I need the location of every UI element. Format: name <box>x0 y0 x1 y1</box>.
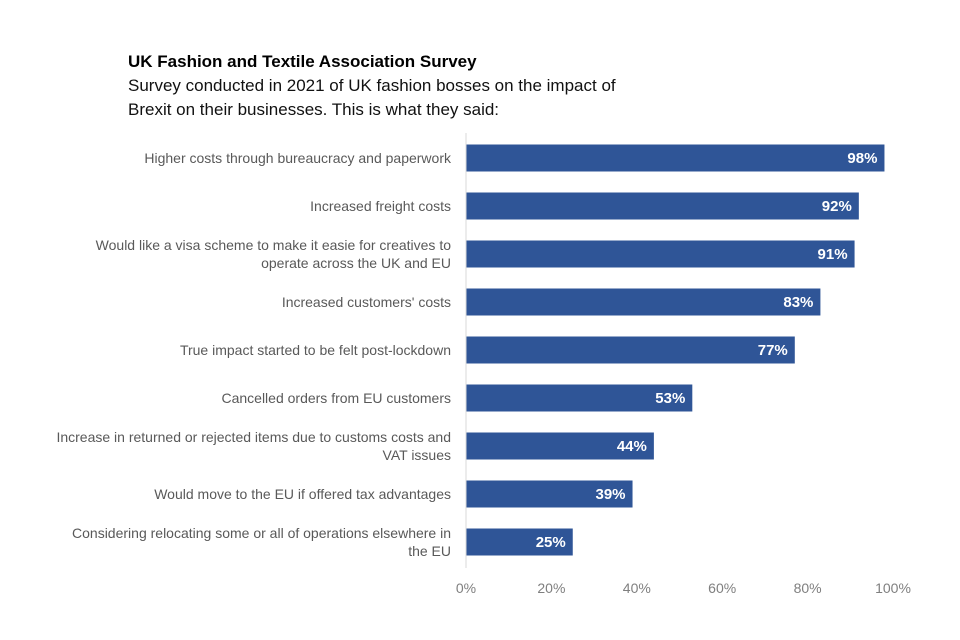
category-label: VAT issues <box>383 447 451 463</box>
bar <box>466 144 885 172</box>
category-label: operate across the UK and EU <box>261 255 451 271</box>
data-label: 98% <box>847 150 877 167</box>
bar <box>466 240 855 268</box>
bar <box>466 432 654 460</box>
category-label: Increased freight costs <box>310 198 451 214</box>
chart-subtitle: Survey conducted in 2021 of UK fashion b… <box>128 76 616 119</box>
bar <box>466 480 633 508</box>
bar <box>466 288 821 316</box>
data-label: 39% <box>595 486 625 503</box>
chart-title: UK Fashion and Textile Association Surve… <box>128 52 477 71</box>
bar <box>466 528 573 556</box>
data-label: 83% <box>783 294 813 311</box>
data-label: 91% <box>818 246 848 263</box>
category-label: the EU <box>408 543 451 559</box>
data-label: 44% <box>617 438 647 455</box>
data-label: 92% <box>822 198 852 215</box>
x-tick-label: 80% <box>794 580 822 596</box>
category-label: Considering relocating some or all of op… <box>72 525 451 541</box>
data-label: 25% <box>536 534 566 551</box>
bar <box>466 336 795 364</box>
x-tick-label: 100% <box>875 580 911 596</box>
x-tick-label: 60% <box>708 580 736 596</box>
bar <box>466 384 693 412</box>
category-label: Higher costs through bureaucracy and pap… <box>144 150 452 166</box>
x-tick-label: 20% <box>537 580 565 596</box>
category-label: Would move to the EU if offered tax adva… <box>154 486 451 502</box>
category-label: Increase in returned or rejected items d… <box>56 429 451 445</box>
x-tick-label: 0% <box>456 580 476 596</box>
bar <box>466 192 859 220</box>
category-label: Would like a visa scheme to make it easi… <box>96 237 452 253</box>
data-label: 77% <box>758 342 788 359</box>
category-label: True impact started to be felt post-lock… <box>180 342 451 358</box>
x-tick-label: 40% <box>623 580 651 596</box>
data-label: 53% <box>655 390 685 407</box>
category-label: Increased customers' costs <box>282 294 451 310</box>
category-label: Cancelled orders from EU customers <box>221 390 451 406</box>
